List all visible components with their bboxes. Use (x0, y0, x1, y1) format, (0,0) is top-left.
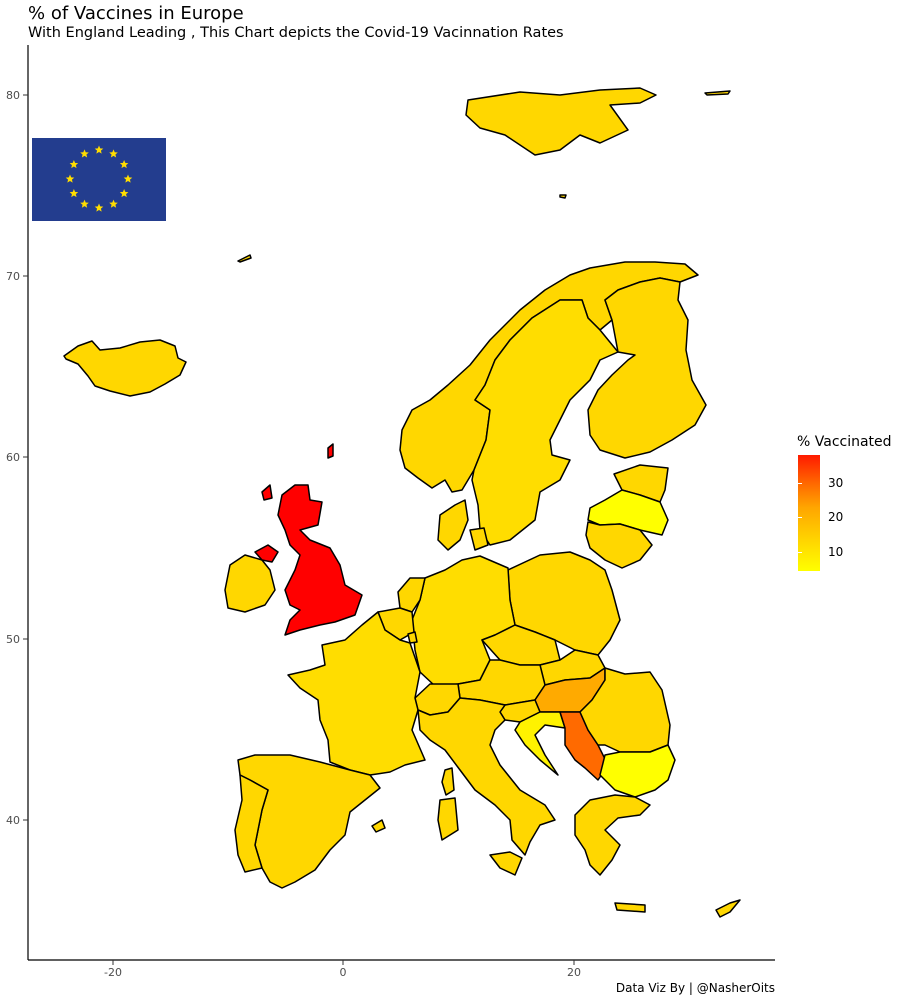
region-corsica (441, 767, 455, 796)
flag-star-icon (80, 149, 89, 158)
x-tick-label: -20 (104, 966, 122, 979)
region-uk-islands (261, 484, 273, 501)
x-ticks: -20 0 20 (104, 960, 581, 979)
y-tick-label: 40 (6, 814, 20, 827)
region-cyprus (715, 899, 741, 918)
legend-title: % Vaccinated (797, 434, 892, 450)
chart-title: % of Vaccines in Europe (28, 3, 244, 24)
region-northern-ireland (254, 544, 279, 563)
legend-tick-mark (798, 552, 802, 553)
region-bulgaria (599, 744, 676, 798)
flag-star-icon (69, 189, 79, 198)
region-croatia (514, 711, 566, 776)
flag-star-icon (69, 160, 79, 169)
y-tick-label: 80 (6, 89, 20, 102)
legend-tick-label: 20 (828, 510, 844, 524)
y-ticks: 80 70 60 50 40 (6, 89, 28, 827)
y-tick-label: 60 (6, 451, 20, 464)
flag-star-icon (123, 174, 133, 183)
caption: Data Viz By | @NasherOits (615, 981, 775, 995)
region-svalbard (465, 87, 657, 156)
flag-star-icon (94, 203, 104, 212)
region-portugal (234, 774, 269, 873)
x-tick-label: 0 (340, 966, 347, 979)
flag-star-icon (109, 199, 118, 208)
region-united-kingdom (277, 484, 363, 636)
region-iceland (63, 339, 187, 397)
region-balearic (371, 819, 386, 833)
legend-tick-label: 10 (828, 545, 844, 559)
region-crete (614, 902, 646, 913)
region-jan-mayen (237, 254, 252, 263)
region-ireland (224, 554, 276, 613)
region-shetland (327, 443, 334, 459)
region-sicily (489, 851, 523, 876)
eu-flag-icon (32, 138, 166, 221)
flag-star-icon (80, 199, 89, 208)
x-tick-label: 20 (567, 966, 581, 979)
legend-tick-mark (798, 483, 802, 484)
region-zealand (469, 527, 489, 551)
flag-star-icon (119, 160, 129, 169)
region-luxembourg (407, 631, 418, 644)
region-sweden (471, 299, 619, 546)
y-tick-label: 50 (6, 633, 20, 646)
region-greece (574, 794, 651, 876)
region-lithuania (585, 521, 653, 569)
chart-subtitle: With England Leading , This Chart depict… (28, 25, 564, 41)
region-sardinia (437, 797, 459, 841)
flag-star-icon (119, 189, 129, 198)
region-bear-island (559, 194, 567, 199)
region-italy (417, 697, 556, 856)
legend-tick-mark (798, 517, 802, 518)
region-svalbard-east (704, 90, 731, 96)
region-denmark (437, 499, 469, 551)
country-shapes (63, 87, 741, 918)
legend-colorbar (798, 455, 820, 571)
flag-star-icon (94, 145, 104, 154)
y-tick-label: 70 (6, 270, 20, 283)
flag-star-icon (109, 149, 118, 158)
legend-tick-label: 30 (828, 476, 844, 490)
region-norway (399, 261, 699, 493)
flag-star-icon (65, 174, 75, 183)
region-germany (411, 555, 516, 687)
region-finland (587, 277, 707, 459)
